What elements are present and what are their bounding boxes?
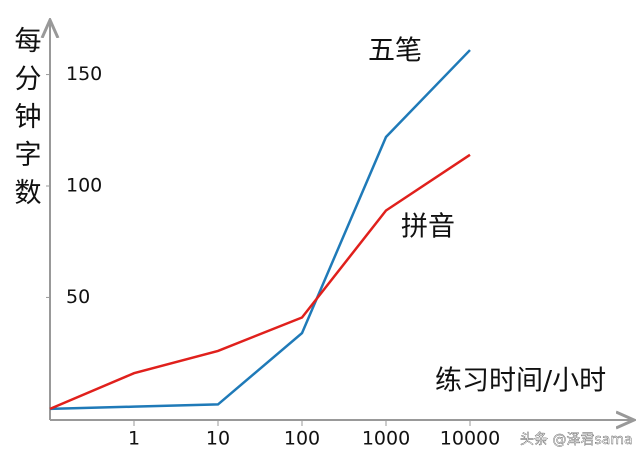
series-label: 五笔 [368, 36, 422, 67]
series-label: 拼音 [401, 212, 455, 243]
x-tick-label: 100 [284, 428, 320, 450]
series-line [49, 153, 471, 411]
watermark: 头条 @泽君sama [520, 431, 633, 448]
y-axis-title: 每分钟字数 [15, 26, 42, 209]
x-tick-label: 10000 [440, 428, 500, 450]
x-tick-label: 1000 [362, 428, 410, 450]
y-tick-label: 50 [66, 286, 90, 308]
series-line [49, 49, 471, 411]
x-tick-label: 1 [128, 428, 140, 450]
y-tick-label: 150 [66, 63, 102, 85]
x-tick-label: 10 [206, 428, 230, 450]
y-tick-label: 100 [66, 175, 102, 197]
x-axis-title: 练习时间/小时 [435, 366, 606, 397]
